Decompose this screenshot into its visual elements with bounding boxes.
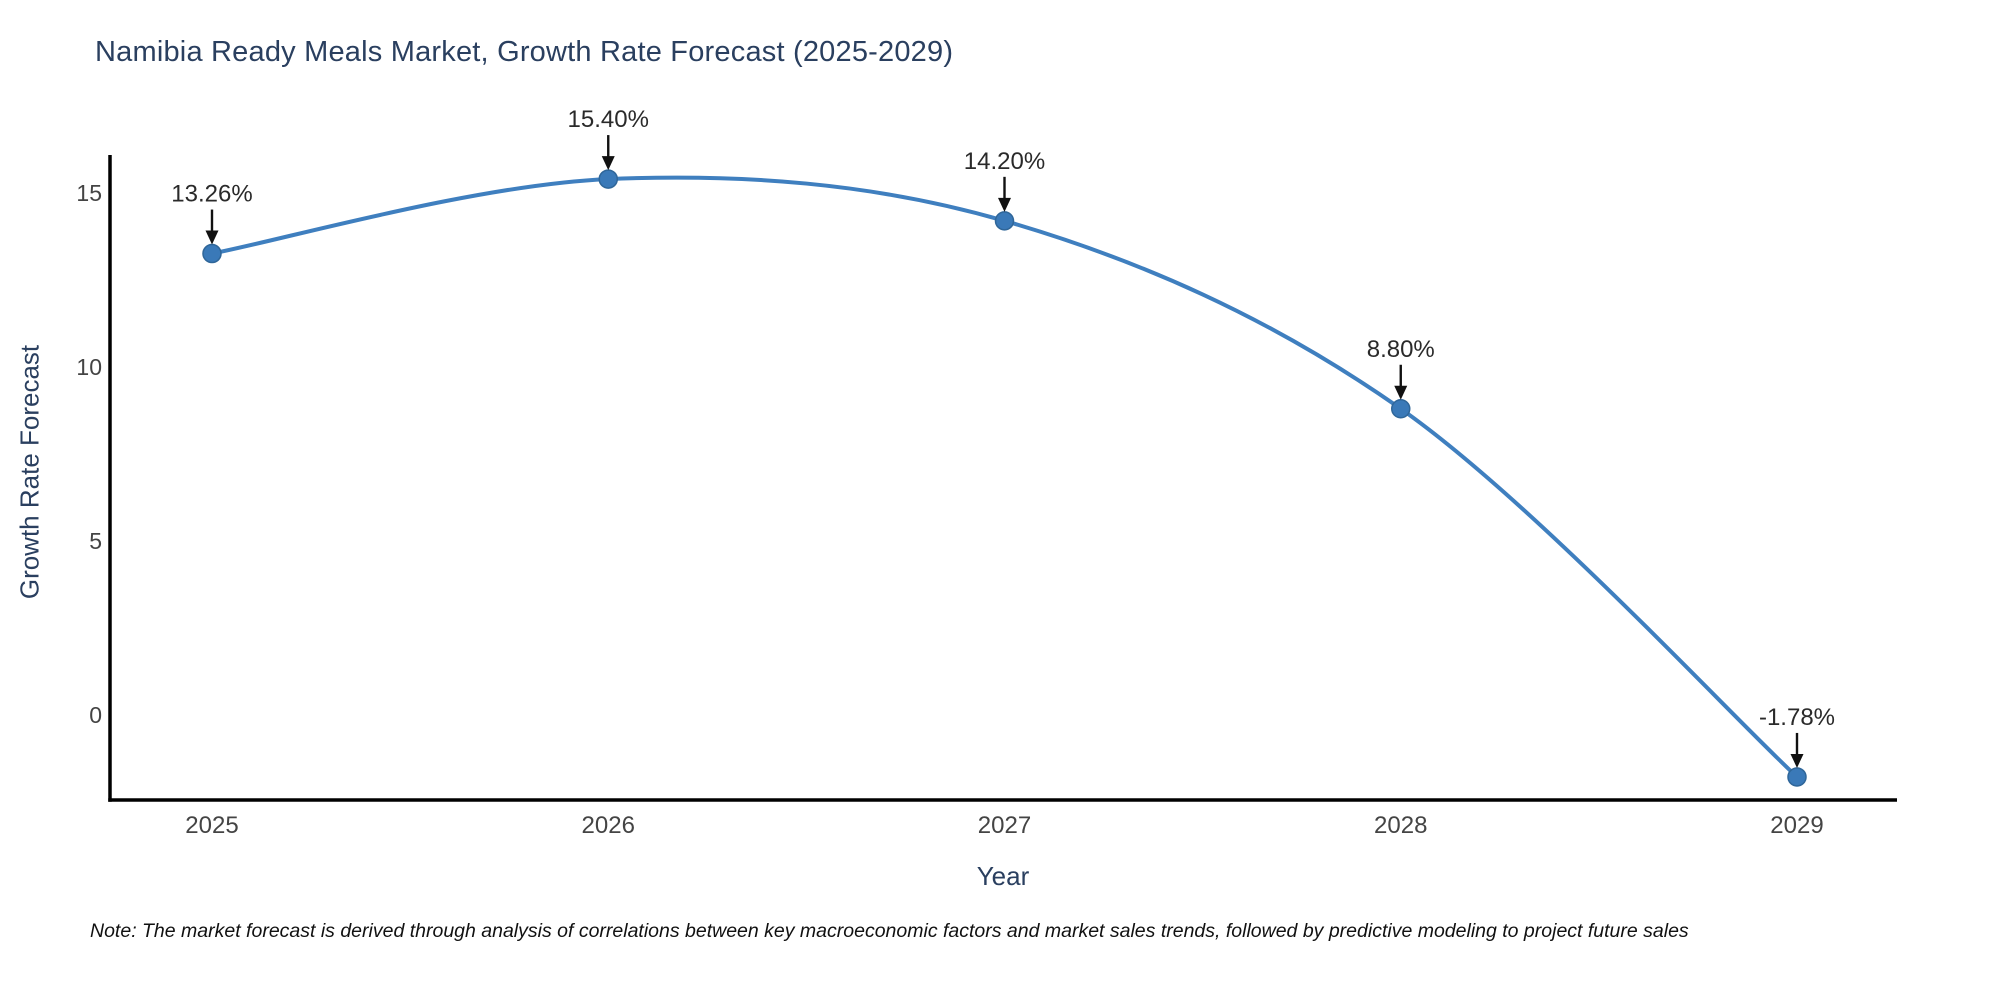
data-point-label: 8.80% [1367,336,1435,363]
annotation-arrowhead-icon [1790,753,1804,768]
data-point-label: -1.78% [1759,704,1835,731]
x-tick-label: 2027 [978,812,1031,839]
y-tick-label: 0 [89,702,102,728]
annotation-arrowhead-icon [205,230,219,245]
annotation-arrowhead-icon [1394,385,1408,400]
y-tick-label: 10 [76,354,102,380]
chart-note: Note: The market forecast is derived thr… [90,920,1689,942]
x-tick-label: 2029 [1770,812,1823,839]
x-axis-title: Year [976,861,1030,891]
y-tick-label: 5 [89,528,102,554]
annotation-arrowhead-icon [601,156,615,171]
x-tick-label: 2028 [1374,812,1427,839]
data-point-marker-2025[interactable] [202,243,222,264]
data-point-marker-2028[interactable] [1391,399,1411,419]
data-point-label: 13.26% [171,181,252,208]
annotation-arrowhead-icon [998,197,1011,212]
y-tick-label: 15 [76,180,102,206]
data-point-marker-2029[interactable] [1787,767,1807,787]
x-tick-label: 2025 [185,812,238,839]
trend-line [210,175,1799,779]
chart-title: Namibia Ready Meals Market, Growth Rate … [95,36,954,68]
data-point-marker-2026[interactable] [598,169,618,189]
data-point-marker-2027[interactable] [994,211,1015,231]
data-point-label: 15.40% [568,106,649,133]
data-point-label: 14.20% [964,148,1045,175]
x-tick-label: 2026 [582,812,635,839]
